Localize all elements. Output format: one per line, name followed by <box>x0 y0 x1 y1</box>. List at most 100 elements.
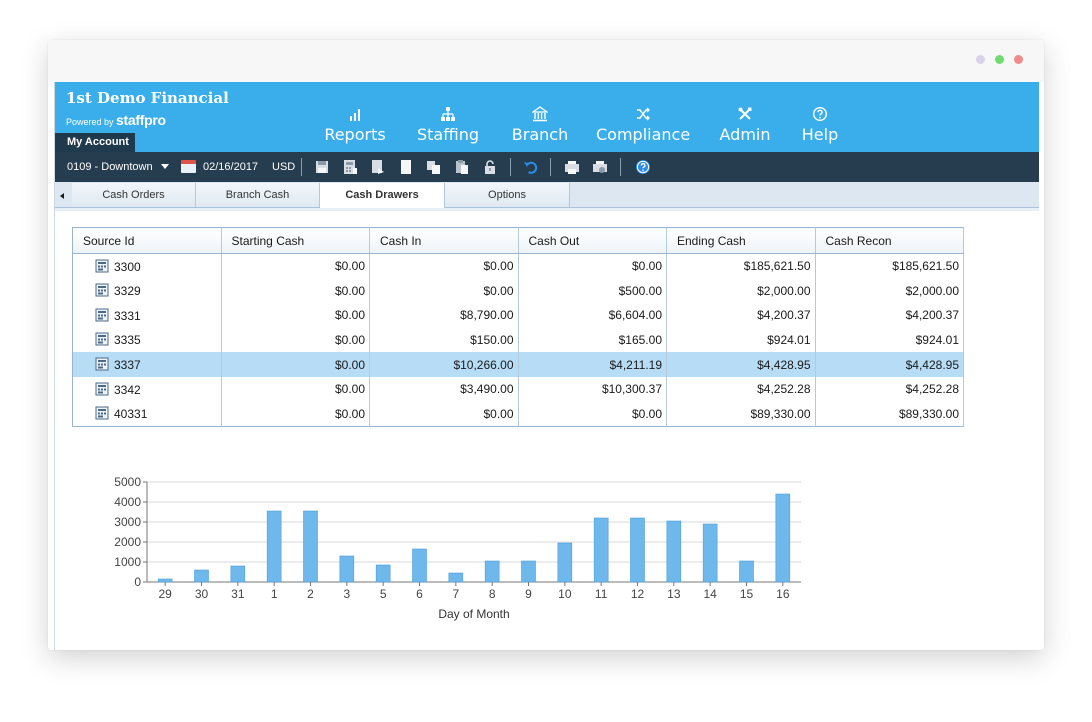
bar <box>339 555 355 583</box>
table-cell: $0.00 <box>369 278 519 303</box>
column-header-source-id[interactable]: Source Id <box>72 227 222 254</box>
table-row[interactable]: 40331 $0.00 $0.00 $0.00 $89,330.00 $89,330.00 <box>72 401 964 427</box>
y-tick-label: 1000 <box>114 555 141 569</box>
help-icon <box>798 106 842 123</box>
toolbar-divider <box>620 158 621 176</box>
y-tick-label: 4000 <box>114 495 141 509</box>
toolbar-divider <box>301 158 302 176</box>
nav-staffing[interactable]: Staffing <box>415 106 481 144</box>
minimize-dot[interactable] <box>976 55 985 64</box>
table-row[interactable]: 3337 $0.00 $10,266.00 $4,211.19 $4,428.95 $4,… <box>72 352 964 377</box>
nav-reports[interactable]: Reports <box>323 106 387 144</box>
table-cell: $185,621.50 <box>815 253 964 279</box>
bar <box>412 548 427 583</box>
x-tick-label: 1 <box>271 587 278 601</box>
chevron-down-icon[interactable] <box>161 164 169 169</box>
x-axis-label: Day of Month <box>438 607 509 621</box>
bar <box>157 578 173 583</box>
x-tick-label: 10 <box>558 587 572 601</box>
source-id-cell: 3300 <box>72 253 222 279</box>
column-header-cash-recon[interactable]: Cash Recon <box>815 227 964 254</box>
tab-scroll-left-icon[interactable] <box>60 193 64 199</box>
copy-icon[interactable] <box>426 159 442 175</box>
cash-drawer-icon <box>95 308 109 322</box>
column-header-ending-cash[interactable]: Ending Cash <box>666 227 816 254</box>
x-tick-label: 16 <box>776 587 790 601</box>
x-tick-label: 12 <box>631 587 645 601</box>
table-row[interactable]: 3329 $0.00 $0.00 $500.00 $2,000.00 $2,000.00 <box>72 278 964 303</box>
save-icon[interactable] <box>314 159 330 175</box>
calculator-icon[interactable] <box>342 159 358 175</box>
cash-drawer-icon <box>95 283 109 297</box>
tab-bar: Cash Orders Branch Cash Cash Drawers Opt… <box>55 182 1039 209</box>
tab-cash-drawers[interactable]: Cash Drawers <box>320 183 445 209</box>
table-cell: $0.00 <box>369 401 519 427</box>
nav-branch[interactable]: Branch <box>510 106 570 144</box>
branch-selector[interactable]: 0109 - Downtown <box>67 161 153 173</box>
table-cell: $150.00 <box>369 327 519 353</box>
tab-cash-orders[interactable]: Cash Orders <box>72 183 196 207</box>
nav-compliance[interactable]: Compliance <box>596 106 690 144</box>
source-id-cell: 3329 <box>72 278 222 303</box>
table-cell: $10,266.00 <box>369 352 519 377</box>
currency-label: USD <box>272 161 296 173</box>
toolbar-divider <box>510 158 511 176</box>
table-cell: $165.00 <box>518 327 667 353</box>
x-tick-label: 8 <box>489 587 496 601</box>
close-dot[interactable] <box>1014 55 1023 64</box>
export-icon[interactable] <box>370 159 386 175</box>
x-tick-label: 29 <box>158 587 172 601</box>
tab-options[interactable]: Options <box>445 183 570 207</box>
table-cell: $924.01 <box>815 327 964 353</box>
org-chart-icon <box>415 106 481 123</box>
column-header-cash-out[interactable]: Cash Out <box>518 227 667 254</box>
table-row[interactable]: 3342 $0.00 $3,490.00 $10,300.37 $4,252.28 $4,… <box>72 376 964 402</box>
paste-icon[interactable] <box>454 159 470 175</box>
my-account-button[interactable]: My Account <box>55 133 135 152</box>
nav-branch-label: Branch <box>511 125 569 144</box>
source-id-text: 3335 <box>114 333 141 348</box>
print-icon[interactable] <box>564 159 580 175</box>
x-tick-label: 14 <box>703 587 717 601</box>
source-id-text: 3342 <box>114 382 141 397</box>
table-cell: $924.01 <box>666 327 816 353</box>
business-date[interactable]: 02/16/2017 <box>203 161 259 173</box>
cash-drawer-icon <box>95 406 109 420</box>
table-cell: $4,200.37 <box>666 302 816 328</box>
tab-branch-cash[interactable]: Branch Cash <box>196 183 320 207</box>
table-header-row: Source Id Starting Cash Cash In Cash Out… <box>72 227 964 254</box>
toolbar: 0109 - Downtown 02/16/2017 USD <box>55 152 1039 182</box>
table-cell: $0.00 <box>221 327 370 353</box>
lock-icon[interactable] <box>482 159 498 175</box>
table-cell: $4,200.37 <box>815 302 964 328</box>
table-row[interactable]: 3331 $0.00 $8,790.00 $6,604.00 $4,200.37 $4,2… <box>72 302 964 328</box>
print-preview-icon[interactable] <box>592 159 608 175</box>
bar <box>375 564 391 583</box>
bar <box>739 560 754 583</box>
table-row[interactable]: 3335 $0.00 $150.00 $165.00 $924.01 $924.01 <box>72 327 964 353</box>
maximize-dot[interactable] <box>995 55 1004 64</box>
bar <box>448 572 464 583</box>
nav-staffing-label: Staffing <box>417 125 479 144</box>
calendar-icon[interactable] <box>181 160 196 173</box>
table-cell: $3,490.00 <box>369 376 519 402</box>
nav-admin[interactable]: Admin <box>718 106 772 144</box>
source-id-cell: 3331 <box>72 302 222 328</box>
table-row[interactable]: 3300 $0.00 $0.00 $0.00 $185,621.50 $185,621.5… <box>72 253 964 279</box>
help-icon[interactable] <box>635 159 651 175</box>
nav-help[interactable]: Help <box>798 106 842 144</box>
column-header-starting-cash[interactable]: Starting Cash <box>221 227 370 254</box>
staffpro-logo: staffpro <box>116 112 166 128</box>
column-header-cash-in[interactable]: Cash In <box>369 227 519 254</box>
cash-drawer-icon <box>95 332 109 346</box>
bar <box>557 542 573 583</box>
new-document-icon[interactable] <box>398 159 414 175</box>
table-cell: $2,000.00 <box>815 278 964 303</box>
powered-by: Powered by staffpro <box>66 112 166 128</box>
undo-icon[interactable] <box>523 159 539 175</box>
x-tick-label: 31 <box>231 587 245 601</box>
source-id-text: 3329 <box>114 284 141 299</box>
bar <box>194 569 209 583</box>
x-tick-label: 11 <box>595 587 608 601</box>
